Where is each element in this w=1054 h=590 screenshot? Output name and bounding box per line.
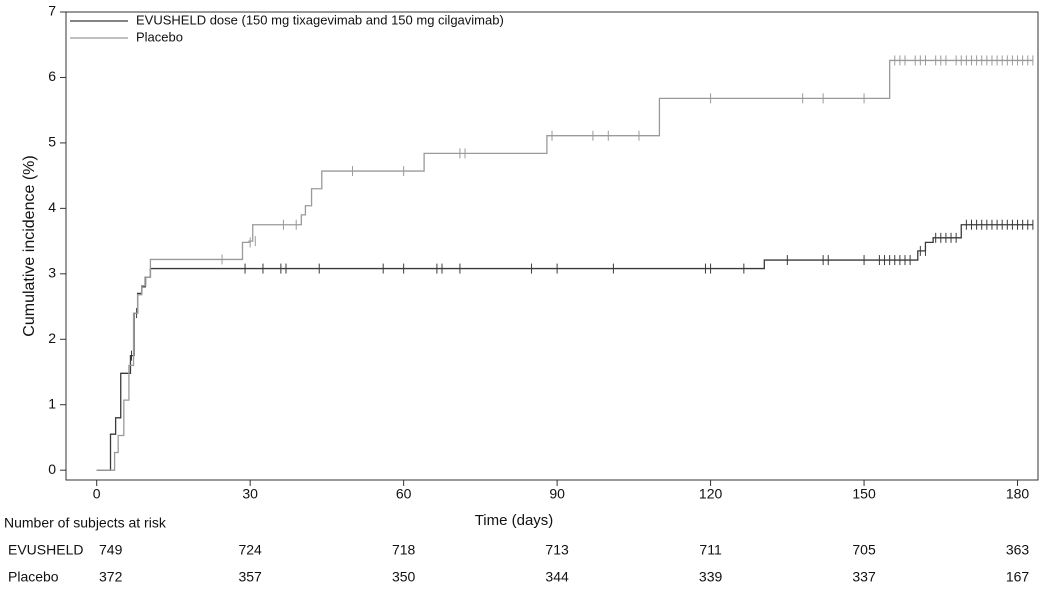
x-tick-label: 30 bbox=[242, 486, 258, 502]
risk-count: 713 bbox=[545, 542, 569, 558]
y-tick-label: 1 bbox=[48, 395, 56, 411]
risk-count: 711 bbox=[699, 542, 722, 558]
x-tick-label: 150 bbox=[852, 486, 876, 502]
risk-count: 167 bbox=[1006, 569, 1030, 585]
risk-row-label: EVUSHELD bbox=[8, 542, 83, 558]
risk-count: 724 bbox=[238, 542, 262, 558]
risk-row-label: Placebo bbox=[8, 569, 59, 585]
risk-count: 350 bbox=[392, 569, 416, 585]
x-tick-label: 60 bbox=[396, 486, 412, 502]
y-tick-label: 2 bbox=[48, 330, 56, 346]
x-tick-label: 180 bbox=[1006, 486, 1030, 502]
y-tick-label: 3 bbox=[48, 265, 56, 281]
risk-count: 339 bbox=[699, 569, 723, 585]
risk-table-title: Number of subjects at risk bbox=[4, 515, 167, 531]
y-axis-label: Cumulative incidence (%) bbox=[21, 155, 38, 336]
y-tick-label: 5 bbox=[48, 134, 56, 150]
y-tick-label: 6 bbox=[48, 68, 56, 84]
risk-count: 372 bbox=[99, 569, 123, 585]
x-axis-label: Time (days) bbox=[475, 512, 554, 529]
legend-label: EVUSHELD dose (150 mg tixagevimab and 15… bbox=[136, 12, 504, 27]
risk-count: 363 bbox=[1006, 542, 1030, 558]
km-curve bbox=[96, 59, 1033, 471]
risk-count: 718 bbox=[392, 542, 416, 558]
risk-count: 337 bbox=[852, 569, 876, 585]
risk-count: 749 bbox=[99, 542, 123, 558]
legend-label: Placebo bbox=[136, 29, 183, 44]
risk-count: 705 bbox=[852, 542, 876, 558]
x-tick-label: 90 bbox=[549, 486, 565, 502]
risk-count: 357 bbox=[238, 569, 262, 585]
x-tick-label: 0 bbox=[93, 486, 101, 502]
risk-count: 344 bbox=[545, 569, 569, 585]
y-tick-label: 4 bbox=[48, 199, 56, 215]
km-curve bbox=[96, 224, 1033, 471]
y-tick-label: 0 bbox=[48, 461, 56, 477]
x-tick-label: 120 bbox=[699, 486, 723, 502]
plot-frame bbox=[65, 11, 1039, 481]
y-tick-label: 7 bbox=[48, 3, 56, 19]
